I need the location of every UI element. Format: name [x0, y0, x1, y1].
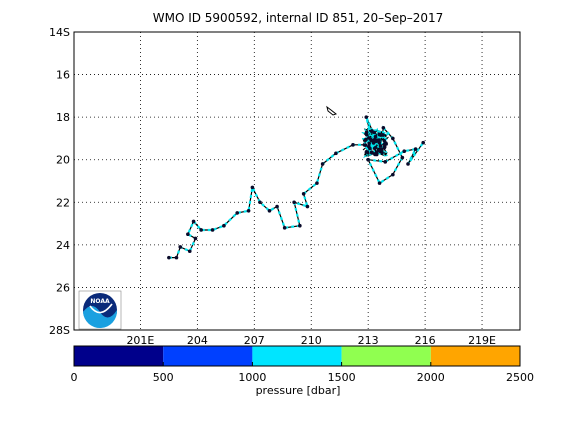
cluster-point — [373, 134, 378, 139]
latitude-labels: 14S 16 18 20 22 24 26 28S — [49, 26, 70, 337]
lon-tick-label: 210 — [301, 334, 322, 347]
profile-point — [199, 228, 203, 232]
cluster-point — [370, 129, 374, 134]
colorbar-segment — [252, 346, 342, 366]
cluster-point — [364, 132, 369, 137]
profile-point — [246, 209, 251, 213]
cluster-point — [377, 132, 382, 137]
lon-tick-label: 201E — [126, 334, 154, 347]
lon-tick-label: 207 — [244, 334, 265, 347]
cluster-point — [368, 146, 372, 151]
profile-point — [292, 200, 296, 205]
profile-point — [334, 151, 338, 156]
lat-tick-label: 22 — [56, 196, 70, 209]
colorbar-label: pressure [dbar] — [256, 384, 341, 397]
lat-tick-label: 24 — [56, 239, 70, 252]
map-frame — [73, 31, 521, 331]
profile-point — [413, 147, 418, 151]
profile-point — [315, 181, 319, 185]
profile-point — [400, 155, 405, 160]
lat-tick-label: 28S — [49, 324, 70, 337]
lon-tick-label: 213 — [358, 334, 379, 347]
cluster-point — [382, 142, 387, 147]
cluster-point — [373, 145, 378, 150]
profile-point — [383, 160, 388, 164]
profile-point — [305, 204, 310, 209]
lat-tick-label: 18 — [56, 111, 70, 124]
profile-point — [193, 236, 198, 241]
colorbar-tick-label: 1500 — [328, 371, 356, 384]
profile-point — [391, 172, 395, 177]
pressure-colorbar: 0 500 1000 1500 2000 2500 — [71, 345, 534, 384]
track-line — [168, 116, 425, 259]
colorbar-segment — [74, 346, 164, 366]
profile-point — [406, 162, 410, 166]
profile-point — [187, 249, 192, 254]
cluster-point — [363, 138, 368, 142]
colorbar-segment — [163, 346, 253, 366]
colorbar-tick-label: 500 — [153, 371, 174, 384]
cluster-point — [378, 144, 383, 148]
profile-point — [381, 125, 386, 130]
lat-tick-label: 16 — [56, 69, 70, 82]
noaa-logo: NOAA — [78, 290, 122, 330]
map-gridlines — [74, 32, 520, 330]
lon-tick-label: 204 — [187, 334, 208, 347]
colorbar-segment — [430, 346, 520, 366]
cluster-point — [373, 152, 377, 157]
colorbar-tick-label: 0 — [71, 371, 78, 384]
profile-point — [222, 223, 226, 228]
cluster-point — [371, 141, 376, 145]
colorbar-tick-label: 2500 — [506, 371, 534, 384]
profile-point — [301, 191, 306, 196]
profile-point — [235, 211, 240, 215]
profile-point — [178, 245, 183, 249]
cluster-point — [365, 150, 370, 155]
profile-point — [275, 204, 279, 209]
profile-point — [186, 232, 190, 237]
cluster-point — [367, 136, 371, 140]
profile-point — [282, 226, 287, 230]
lat-tick-label: 20 — [56, 154, 70, 167]
profile-point — [267, 209, 272, 213]
profile-point — [258, 200, 262, 205]
cluster-point — [376, 138, 380, 142]
noaa-logo-text: NOAA — [90, 298, 110, 305]
cluster-point — [367, 141, 371, 146]
float-trajectory — [167, 115, 426, 260]
lon-tick-label: 219E — [468, 334, 496, 347]
profile-point — [191, 219, 196, 224]
colorbar-segment — [341, 346, 431, 366]
profile-point — [298, 223, 302, 228]
lat-tick-label: 14S — [49, 26, 70, 39]
cluster-point — [380, 150, 384, 155]
profile-point — [364, 115, 369, 119]
profile-point — [377, 181, 382, 185]
lat-tick-label: 26 — [56, 281, 70, 294]
island-outline — [326, 105, 338, 116]
cluster-point — [369, 150, 374, 155]
colorbar-frame — [73, 345, 521, 367]
profile-point — [320, 162, 325, 166]
profile-cluster — [361, 127, 390, 158]
profile-point — [421, 140, 426, 145]
profile-point — [167, 255, 171, 260]
cluster-point — [363, 143, 368, 147]
map-title: WMO ID 5900592, internal ID 851, 20–Sep–… — [153, 11, 444, 25]
profile-point — [351, 143, 355, 147]
longitude-labels: 201E 204 207 210 213 216 219E — [126, 334, 496, 347]
cluster-point — [382, 146, 386, 150]
colorbar-tick-label: 2000 — [417, 371, 445, 384]
profile-point — [250, 185, 255, 190]
cluster-point — [379, 147, 384, 152]
lon-tick-label: 216 — [415, 334, 436, 347]
profile-point — [366, 157, 370, 162]
profile-point — [402, 149, 407, 153]
profile-point — [174, 255, 179, 260]
profile-point — [210, 228, 215, 232]
cluster-point — [381, 133, 385, 137]
profile-point — [391, 136, 395, 141]
colorbar-tick-label: 1000 — [238, 371, 266, 384]
